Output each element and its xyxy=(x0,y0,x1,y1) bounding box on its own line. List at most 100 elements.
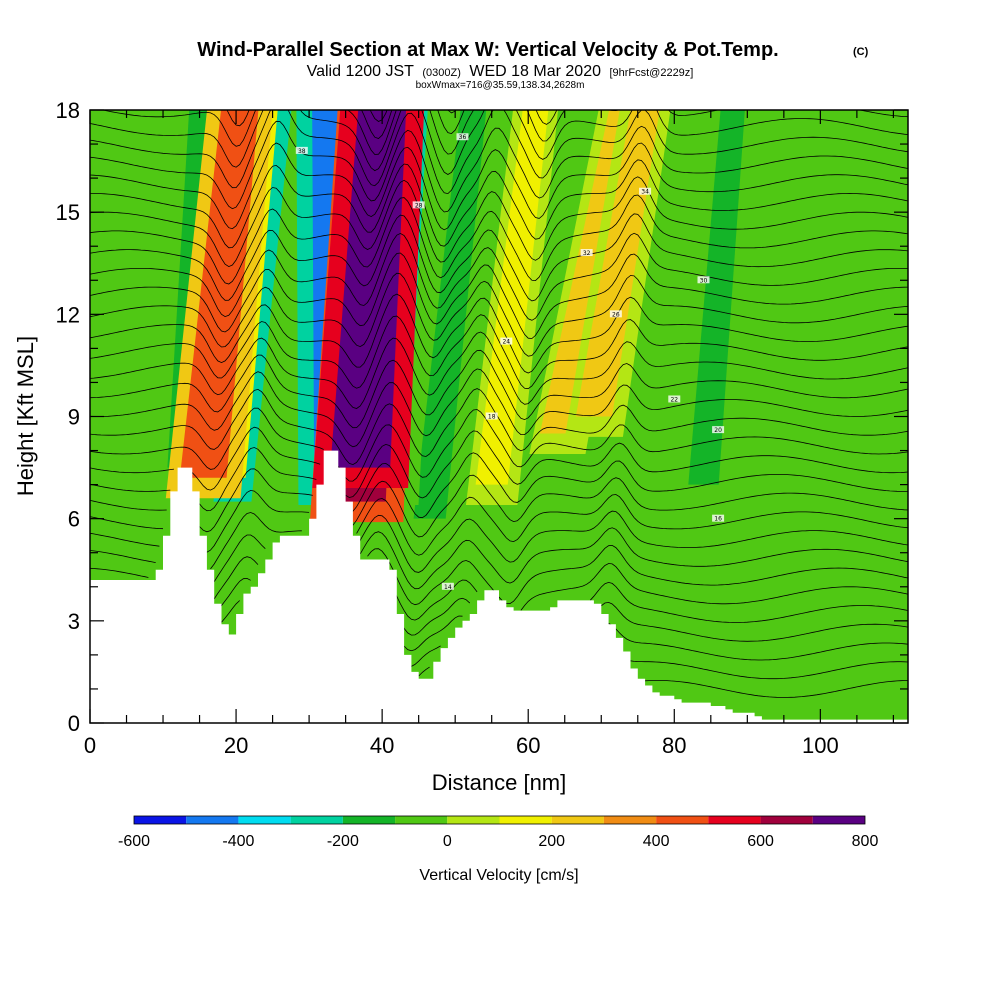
colorbar-tick-label: -400 xyxy=(222,833,254,850)
x-axis: 0 20 40 60 80 100 xyxy=(84,110,894,758)
colorbar-segment xyxy=(395,816,448,824)
y-tick-label: 0 xyxy=(68,711,80,736)
colorbar-segment xyxy=(238,816,291,824)
isentrope-line xyxy=(90,252,908,339)
colorbar: -600 -400 -200 0 200 400 600 800 xyxy=(118,815,879,850)
isentrope-line xyxy=(90,142,908,231)
isentrope-line xyxy=(90,232,908,321)
isentrope-line xyxy=(226,110,558,139)
colorbar-segment xyxy=(342,816,396,824)
isentrope-line xyxy=(403,601,908,652)
contour-label: 38 xyxy=(295,146,308,155)
svg-text:38: 38 xyxy=(298,148,306,155)
x-tick-label: 100 xyxy=(802,733,839,758)
colorbar-tick-label: 800 xyxy=(852,833,879,850)
isentrope-line xyxy=(90,176,908,268)
contour-label: 26 xyxy=(609,310,622,318)
isentrope-line xyxy=(90,388,908,466)
colorbar-segment xyxy=(812,816,865,824)
isentrope-line xyxy=(90,194,908,285)
chart-title-tag: (C) xyxy=(853,46,869,58)
isentrope-line xyxy=(90,159,908,249)
svg-text:20: 20 xyxy=(714,427,722,434)
y-tick-label: 15 xyxy=(56,200,80,225)
isentrope-line xyxy=(369,110,457,122)
colorbar-segment xyxy=(760,816,813,824)
colorbar-tick-label: 0 xyxy=(443,833,452,850)
colorbar-segment xyxy=(134,816,187,824)
svg-text:36: 36 xyxy=(459,134,467,141)
contour-label: 30 xyxy=(697,276,710,284)
isentrope-line xyxy=(90,213,908,302)
svg-text:16: 16 xyxy=(714,516,722,523)
isentrope-line xyxy=(90,407,908,482)
isentrope-line xyxy=(90,544,908,606)
x-tick-label: 20 xyxy=(224,733,248,758)
isentrope-line xyxy=(90,527,908,590)
svg-text:32: 32 xyxy=(583,250,591,257)
isentrope-line xyxy=(90,447,908,519)
velocity-band xyxy=(688,110,745,485)
colorbar-segment xyxy=(447,816,500,824)
terrain xyxy=(90,450,908,723)
svg-text:14: 14 xyxy=(444,584,452,591)
isentrope-line xyxy=(90,120,908,213)
x-tick-label: 0 xyxy=(84,733,96,758)
isentrope-line xyxy=(90,468,908,538)
colorbar-segment xyxy=(708,816,761,824)
contour-label: 34 xyxy=(639,187,652,196)
contour-label: 28 xyxy=(412,201,425,209)
chart-subtitle-line: Valid 1200 JST (0300Z) WED 18 Mar 2020 [… xyxy=(307,63,694,80)
colorbar-segment xyxy=(603,816,657,824)
contour-label: 24 xyxy=(500,337,513,346)
isentrope-line xyxy=(90,349,908,429)
subtitle-valid-time: Valid 1200 JST xyxy=(307,63,415,80)
colorbar-tick-label: 400 xyxy=(643,833,670,850)
contour-label: 16 xyxy=(712,514,725,523)
isentrope-line xyxy=(90,510,908,573)
isentrope-line xyxy=(100,110,908,155)
y-tick-label: 9 xyxy=(68,405,80,430)
isentrope-line xyxy=(418,659,908,680)
isentrope-line xyxy=(90,110,908,175)
contour-label: 18 xyxy=(485,412,498,421)
svg-text:30: 30 xyxy=(700,277,708,284)
contour-label: 36 xyxy=(456,133,469,141)
svg-text:34: 34 xyxy=(641,189,649,196)
x-tick-label: 60 xyxy=(516,733,540,758)
svg-text:18: 18 xyxy=(488,414,496,421)
isentrope-line xyxy=(90,426,908,499)
isentrope-line xyxy=(90,314,908,390)
x-axis-label: Distance [nm] xyxy=(432,770,567,795)
velocity-band xyxy=(413,110,487,519)
isentrope-line xyxy=(641,680,908,698)
isentrope-line xyxy=(217,563,908,621)
colorbar-title: Vertical Velocity [cm/s] xyxy=(419,867,578,884)
chart-box-wmax: boxWmax=716@35.59,138.34,2628m xyxy=(416,80,585,91)
colorbar-tick-label: 600 xyxy=(747,833,774,850)
subtitle-forecast: [9hrFcst@2229z] xyxy=(609,67,693,79)
velocity-band xyxy=(475,110,549,485)
svg-text:22: 22 xyxy=(670,396,678,403)
y-axis-label: Height [Kft MSL] xyxy=(13,336,38,496)
svg-text:28: 28 xyxy=(415,202,423,209)
contour-label: 20 xyxy=(712,426,725,434)
velocity-band xyxy=(575,110,660,417)
velocity-band xyxy=(179,110,259,478)
x-tick-label: 80 xyxy=(662,733,686,758)
potential-temperature-contours xyxy=(90,110,908,698)
y-tick-label: 3 xyxy=(68,609,80,634)
isentrope-line xyxy=(221,581,908,636)
subtitle-utc-time: (0300Z) xyxy=(422,67,461,79)
svg-text:24: 24 xyxy=(502,339,510,346)
isentrope-line xyxy=(411,623,908,667)
x-tick-label: 40 xyxy=(370,733,394,758)
colorbar-tick-label: 200 xyxy=(538,833,565,850)
svg-text:26: 26 xyxy=(612,311,620,318)
isentrope-line xyxy=(90,293,908,374)
colorbar-tick-label: -200 xyxy=(327,833,359,850)
y-tick-label: 18 xyxy=(56,98,80,123)
chart-title: Wind-Parallel Section at Max W: Vertical… xyxy=(197,39,778,61)
